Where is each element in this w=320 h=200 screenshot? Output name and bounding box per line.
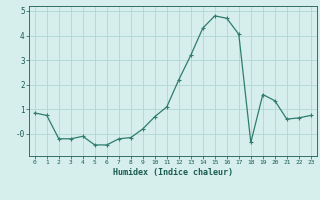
X-axis label: Humidex (Indice chaleur): Humidex (Indice chaleur) xyxy=(113,168,233,177)
